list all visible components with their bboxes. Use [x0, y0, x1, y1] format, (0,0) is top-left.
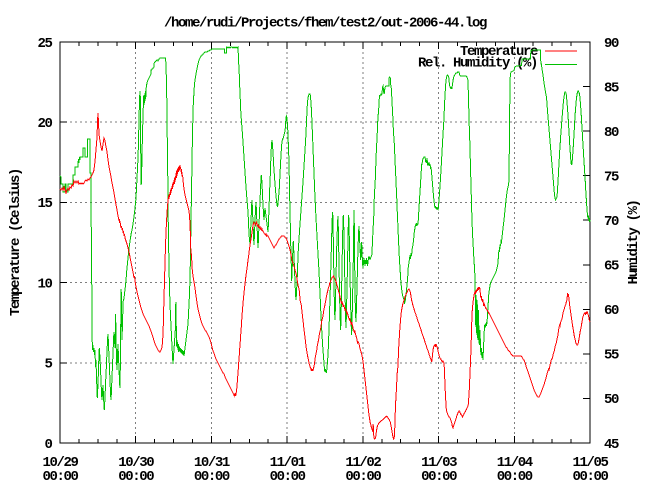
svg-text:5: 5 — [44, 357, 52, 373]
svg-text:55: 55 — [604, 348, 619, 364]
svg-text:20: 20 — [37, 116, 52, 132]
svg-text:11/05: 11/05 — [572, 455, 608, 471]
svg-text:10: 10 — [37, 276, 52, 292]
svg-text:10/30: 10/30 — [118, 455, 154, 471]
svg-text:Rel. Humidity (%): Rel. Humidity (%) — [418, 56, 537, 72]
svg-text:45: 45 — [604, 437, 619, 453]
svg-text:25: 25 — [37, 36, 52, 52]
svg-text:00:00: 00:00 — [572, 469, 608, 485]
svg-text:00:00: 00:00 — [345, 469, 381, 485]
svg-text:Humidity (%): Humidity (%) — [626, 200, 642, 284]
svg-text:/home/rudi/Projects/fhem/test2: /home/rudi/Projects/fhem/test2/out-2006-… — [164, 16, 487, 32]
svg-text:15: 15 — [37, 196, 52, 212]
svg-text:00:00: 00:00 — [497, 469, 533, 485]
svg-text:60: 60 — [604, 303, 619, 319]
svg-text:00:00: 00:00 — [421, 469, 457, 485]
svg-text:11/02: 11/02 — [345, 455, 381, 471]
svg-text:11/03: 11/03 — [421, 455, 457, 471]
svg-text:0: 0 — [44, 437, 52, 453]
svg-text:10/29: 10/29 — [42, 455, 78, 471]
svg-text:11/04: 11/04 — [497, 455, 533, 471]
svg-text:00:00: 00:00 — [194, 469, 230, 485]
svg-text:00:00: 00:00 — [270, 469, 306, 485]
svg-text:Temperature: Temperature — [460, 44, 538, 60]
svg-text:65: 65 — [604, 259, 619, 275]
svg-text:85: 85 — [604, 80, 619, 96]
svg-text:00:00: 00:00 — [118, 469, 154, 485]
svg-text:90: 90 — [604, 36, 619, 52]
svg-text:00:00: 00:00 — [42, 469, 78, 485]
svg-text:75: 75 — [604, 170, 619, 186]
svg-text:70: 70 — [604, 214, 619, 230]
svg-text:80: 80 — [604, 125, 619, 141]
svg-text:Temperature (Celsius): Temperature (Celsius) — [8, 169, 24, 316]
svg-text:50: 50 — [604, 392, 619, 408]
svg-text:11/01: 11/01 — [270, 455, 306, 471]
svg-text:10/31: 10/31 — [194, 455, 230, 471]
